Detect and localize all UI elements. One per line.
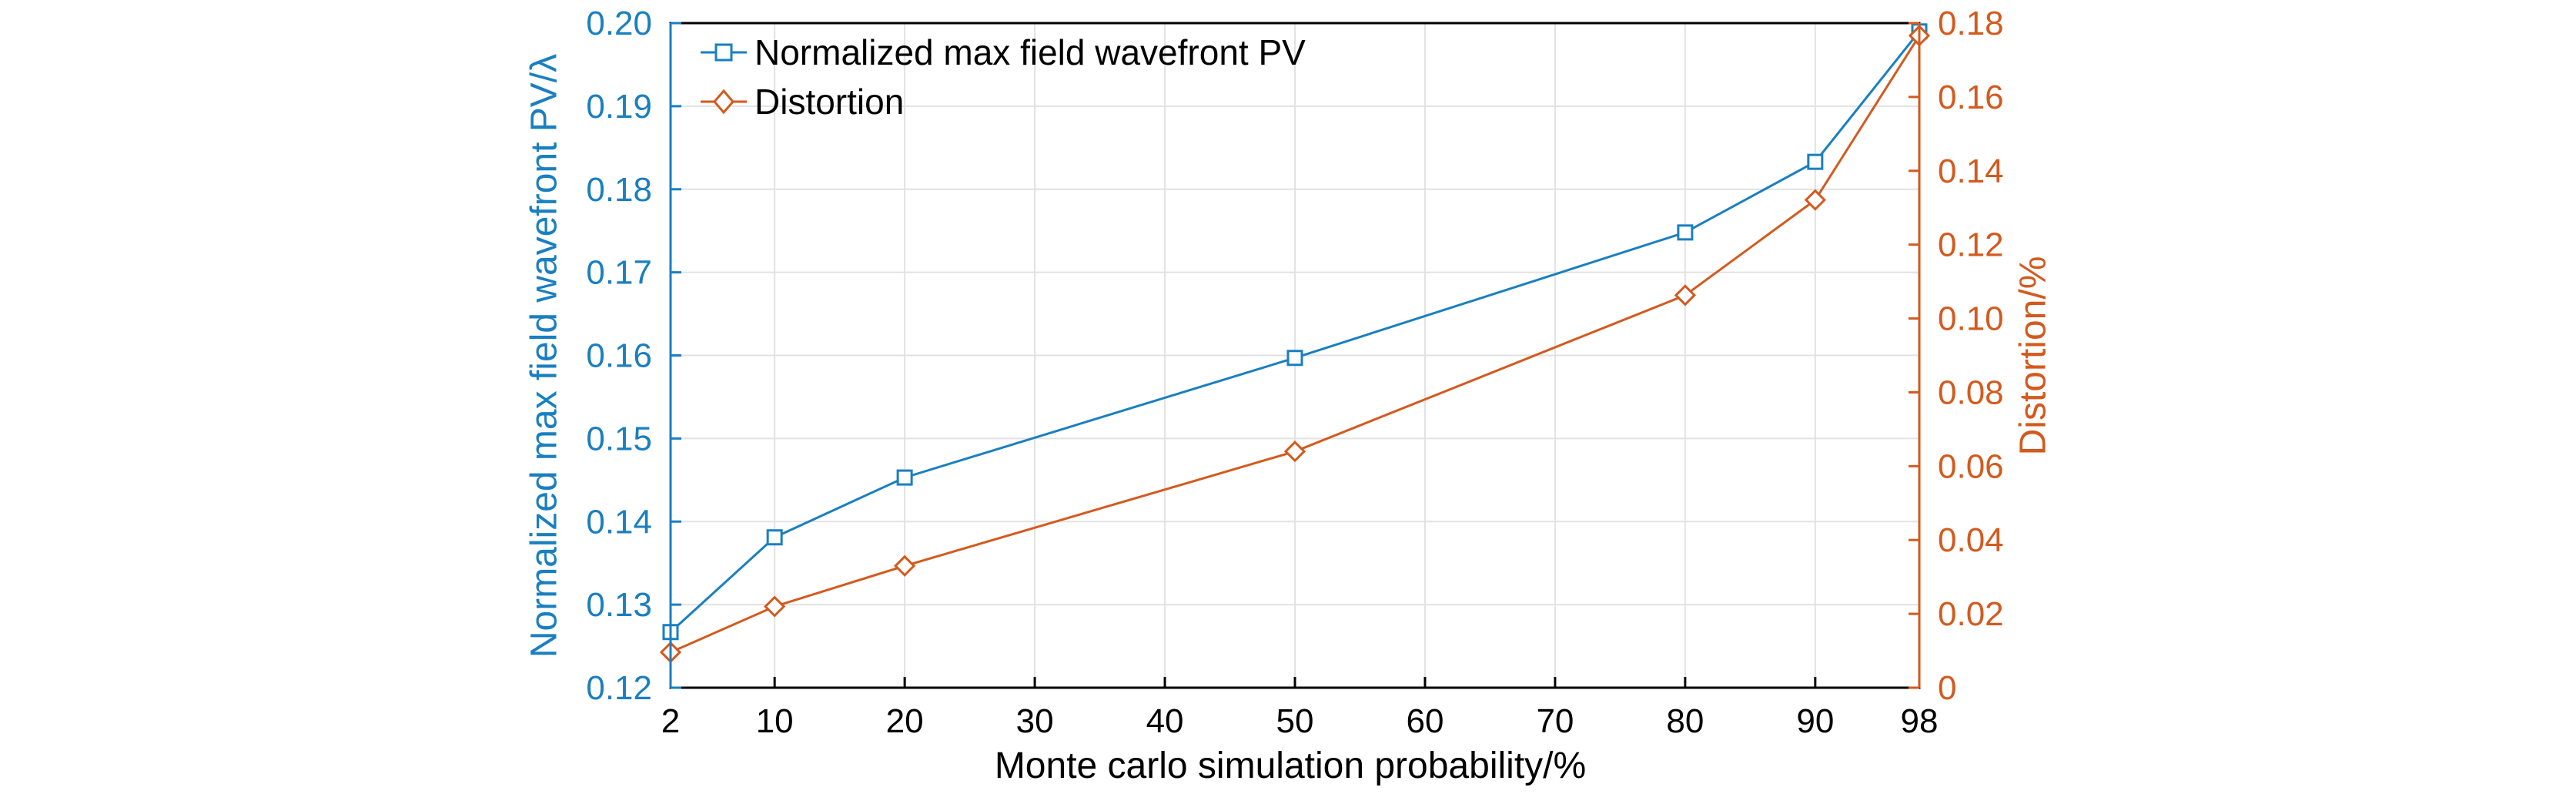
x-tick-label: 98 [1901, 702, 1939, 740]
x-tick-label: 60 [1406, 702, 1444, 740]
left-y-tick-label: 0.16 [586, 337, 652, 375]
data-point-diamond [1283, 441, 1306, 463]
data-point-square [766, 529, 783, 546]
right-y-tick-label: 0.06 [1938, 447, 2004, 485]
legend-item-wavefront: Normalized max field wavefront PV [701, 32, 1306, 72]
right-y-tick-label: 0 [1938, 669, 1956, 707]
right-y-tick-label: 0.04 [1938, 521, 2004, 559]
x-tick-label: 80 [1666, 702, 1704, 740]
data-point-diamond [1674, 284, 1696, 307]
data-point-square [1807, 153, 1824, 170]
right-y-tick-label: 0.12 [1938, 226, 2004, 264]
x-tick-label: 30 [1016, 702, 1054, 740]
x-axis-label: Monte carlo simulation probability/% [995, 745, 1586, 786]
right-y-tick-label: 0.14 [1938, 152, 2004, 190]
x-tick-label: 90 [1796, 702, 1834, 740]
data-point-diamond [894, 554, 916, 577]
left-y-tick-label: 0.13 [586, 586, 652, 624]
left-y-tick-label: 0.14 [586, 503, 652, 541]
left-y-tick-label: 0.15 [586, 420, 652, 457]
data-point-square [1286, 350, 1303, 367]
right-y-tick-label: 0.18 [1938, 5, 2004, 42]
data-point-diamond [1804, 189, 1826, 211]
right-y-tick-label: 0.16 [1938, 79, 2004, 116]
left-axis-label: Normalized max field wavefront PV/λ [524, 54, 565, 658]
x-tick-label: 70 [1536, 702, 1574, 740]
x-tick-label: 50 [1276, 702, 1314, 740]
left-y-tick-label: 0.20 [586, 5, 652, 42]
data-point-square [1677, 224, 1694, 241]
right-y-tick-label: 0.10 [1938, 300, 2004, 338]
legend-item-distortion: Distortion [701, 82, 904, 122]
x-tick-label: 40 [1146, 702, 1184, 740]
x-tick-label: 20 [886, 702, 924, 740]
series-layer [659, 23, 1931, 664]
left-y-tick-label: 0.17 [586, 254, 652, 292]
legend-label-wavefront: Normalized max field wavefront PV [754, 32, 1306, 72]
legend-label-distortion: Distortion [754, 82, 904, 122]
right-axis-label: Distortion/% [2013, 256, 2054, 456]
left-y-tick-label: 0.18 [586, 171, 652, 209]
x-tick-label: 10 [756, 702, 794, 740]
right-y-tick-label: 0.08 [1938, 374, 2004, 411]
left-y-tick-label: 0.12 [586, 669, 652, 707]
data-point-square [896, 469, 913, 486]
left-y-tick-label: 0.19 [586, 88, 652, 126]
right-y-tick-label: 0.02 [1938, 595, 2004, 633]
axes: 2 10 20 30 40 50 60 70 80 90 98 0.12 0.13 0.14 0.15 0.1… [586, 5, 2003, 740]
data-point-diamond [764, 595, 786, 618]
legend: Normalized max field wavefront PV Distor… [701, 32, 1306, 122]
x-tick-label: 2 [661, 702, 680, 740]
